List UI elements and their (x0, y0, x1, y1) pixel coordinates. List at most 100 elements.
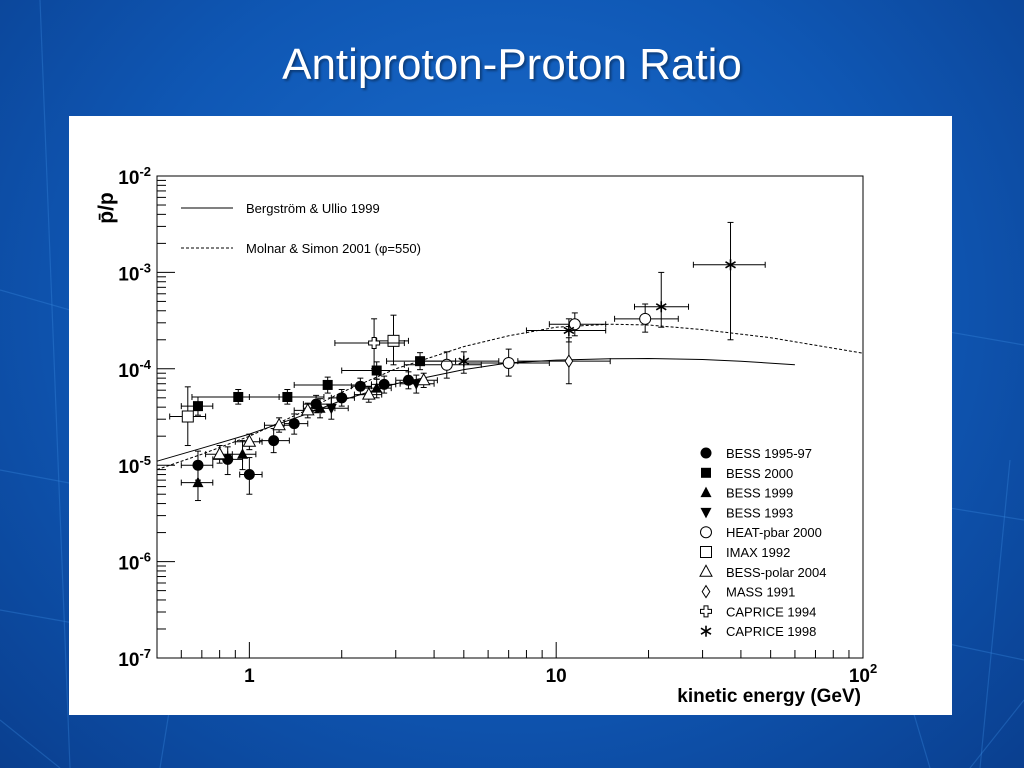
marker-open-triangle-up (212, 446, 227, 460)
data-point (548, 312, 607, 337)
legend-label: CAPRICE 1994 (726, 604, 816, 619)
y-tick-label: 10-6 (118, 550, 151, 575)
legend-label: BESS-polar 2004 (726, 565, 826, 580)
marker-filled-circle (378, 378, 390, 390)
data-point (259, 428, 290, 454)
data-point (403, 351, 482, 379)
marker-open-triangle-up (361, 387, 376, 400)
data-legend: BESS 1995-97 BESS 2000 BESS 1999 BESS 1993 H… (699, 446, 826, 639)
marker-filled-square (233, 391, 244, 402)
data-point (283, 413, 309, 435)
marker-open-triangle-up (416, 372, 431, 386)
x-axis-tick-labels: 1 10 102 (244, 661, 877, 687)
chart-panel: 10-2 10-3 10-4 10-5 10-6 10-7 1 10 102 p̄/p kin… (69, 116, 952, 715)
marker-open-diamond (564, 354, 574, 369)
legend-label: MASS 1991 (726, 585, 795, 600)
data-point (525, 318, 607, 343)
marker-open-triangle-up (272, 417, 286, 431)
marker-filled-square (371, 365, 382, 376)
legend-label: BESS 2000 (726, 466, 793, 481)
data-point (239, 457, 263, 495)
data-points (169, 221, 766, 502)
marker-filled-triangle-up (237, 448, 249, 459)
series-bess-1995-97 (180, 371, 425, 495)
marker-star (725, 259, 736, 271)
data-point (212, 446, 244, 476)
data-point (415, 351, 500, 374)
legend-entry: BESS 2000 (701, 466, 793, 481)
data-point (330, 388, 355, 407)
legend-entry: BESS-polar 2004 (699, 564, 826, 580)
data-point (407, 372, 438, 388)
data-point (248, 388, 325, 405)
legend-label: BESS 1993 (726, 505, 793, 520)
y-axis-tick-labels: 10-2 10-3 10-4 10-5 10-6 10-7 (118, 164, 151, 671)
data-point (634, 271, 690, 328)
marker-open-square (387, 334, 400, 347)
data-point (692, 221, 766, 341)
marker-filled-square (192, 401, 203, 412)
axis-minor-ticks (156, 175, 864, 659)
x-tick-label: 10 (546, 666, 567, 687)
marker-filled-circle (336, 392, 348, 404)
marker-filled-circle (288, 418, 300, 430)
legend-entry: CAPRICE 1998 (700, 624, 816, 639)
data-point (205, 445, 233, 464)
data-point (293, 402, 323, 419)
marker-open-circle (700, 526, 712, 539)
series-caprice-1994 (334, 318, 405, 370)
marker-filled-circle (268, 435, 280, 447)
data-point (614, 303, 679, 333)
legend-entry: IMAX 1992 (700, 545, 790, 560)
series-caprice-1998 (415, 221, 766, 374)
data-point (341, 361, 409, 380)
marker-filled-circle (243, 469, 255, 481)
legend-entry: BESS 1999 (700, 486, 793, 501)
data-point (263, 417, 293, 433)
y-tick-label: 10-4 (118, 357, 151, 382)
marker-filled-square (282, 391, 293, 402)
marker-open-square (700, 546, 712, 558)
data-point (334, 318, 405, 370)
marker-filled-square (701, 467, 711, 478)
legend-label: Bergström & Ullio 1999 (246, 201, 380, 216)
legend-label: BESS 1995-97 (726, 446, 812, 461)
legend-entry: HEAT-pbar 2000 (700, 525, 822, 540)
legend-label: BESS 1999 (726, 486, 793, 501)
marker-filled-square (322, 379, 333, 390)
data-point (311, 397, 349, 420)
marker-filled-triangle-up (192, 476, 204, 488)
plot-frame (156, 175, 864, 659)
marker-open-circle (639, 312, 652, 325)
marker-filled-circle (700, 447, 712, 459)
marker-open-cross (368, 337, 381, 350)
x-tick-label: 1 (244, 666, 255, 687)
data-point (463, 348, 550, 377)
marker-open-triangle-up (300, 402, 315, 416)
model-legend: Bergström & Ullio 1999 Molnar & Simon 200… (181, 201, 421, 256)
model-curves (156, 323, 864, 471)
legend-entry: CAPRICE 1994 (700, 604, 816, 619)
marker-open-circle (568, 318, 581, 331)
legend-label: Molnar & Simon 2001 (φ=550) (246, 241, 421, 256)
data-point (234, 433, 263, 451)
marker-open-circle (502, 356, 515, 369)
data-point (293, 376, 361, 394)
y-tick-label: 10-7 (118, 646, 151, 671)
series-bess-polar-2004 (205, 372, 438, 464)
marker-filled-triangle-up (371, 382, 383, 393)
marker-filled-triangle-up (700, 486, 712, 498)
marker-open-square (181, 410, 194, 423)
legend-entry: BESS 1995-97 (700, 446, 812, 461)
data-point (353, 386, 383, 403)
chart: 10-2 10-3 10-4 10-5 10-6 10-7 1 10 102 p̄/p kin… (95, 164, 877, 707)
marker-filled-triangle-down (325, 403, 337, 415)
slide-title: Antiproton-Proton Ratio (282, 40, 742, 89)
data-point (517, 337, 611, 385)
marker-open-triangle-up (699, 564, 713, 577)
marker-open-circle (440, 358, 453, 371)
marker-star (700, 625, 712, 637)
legend-entry: BESS 1993 (700, 505, 793, 520)
data-point (180, 464, 214, 502)
y-tick-label: 10-2 (118, 164, 151, 189)
